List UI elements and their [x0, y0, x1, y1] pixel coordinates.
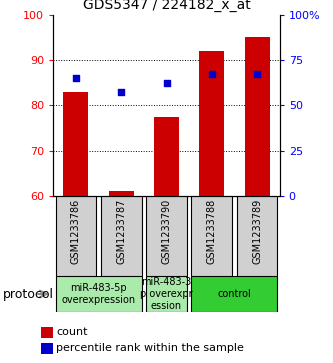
- FancyBboxPatch shape: [101, 196, 142, 276]
- Text: GSM1233789: GSM1233789: [252, 199, 262, 264]
- Bar: [42, 327, 53, 338]
- Bar: [245, 37, 269, 196]
- Point: [164, 79, 169, 85]
- FancyBboxPatch shape: [56, 276, 142, 312]
- Text: percentile rank within the sample: percentile rank within the sample: [56, 343, 244, 354]
- Bar: [64, 91, 88, 196]
- Text: control: control: [217, 289, 251, 299]
- Point: [254, 70, 260, 76]
- Point: [73, 75, 79, 81]
- Title: GDS5347 / 224182_x_at: GDS5347 / 224182_x_at: [83, 0, 250, 12]
- Text: miR-483-3
p overexpr
ession: miR-483-3 p overexpr ession: [140, 277, 193, 311]
- Point: [119, 89, 124, 95]
- Bar: [154, 117, 179, 196]
- FancyBboxPatch shape: [56, 196, 96, 276]
- Text: GSM1233788: GSM1233788: [207, 199, 217, 264]
- Bar: [199, 51, 224, 196]
- FancyBboxPatch shape: [191, 196, 232, 276]
- FancyBboxPatch shape: [237, 196, 277, 276]
- FancyBboxPatch shape: [146, 276, 187, 312]
- Text: count: count: [56, 327, 88, 337]
- FancyBboxPatch shape: [146, 196, 187, 276]
- Text: protocol: protocol: [3, 287, 54, 301]
- Bar: [42, 343, 53, 354]
- Point: [209, 70, 214, 76]
- Text: GSM1233787: GSM1233787: [116, 199, 126, 264]
- FancyBboxPatch shape: [191, 276, 277, 312]
- Text: GSM1233790: GSM1233790: [162, 199, 171, 264]
- Text: GSM1233786: GSM1233786: [71, 199, 81, 264]
- Text: miR-483-5p
overexpression: miR-483-5p overexpression: [62, 283, 136, 305]
- Bar: [109, 191, 134, 196]
